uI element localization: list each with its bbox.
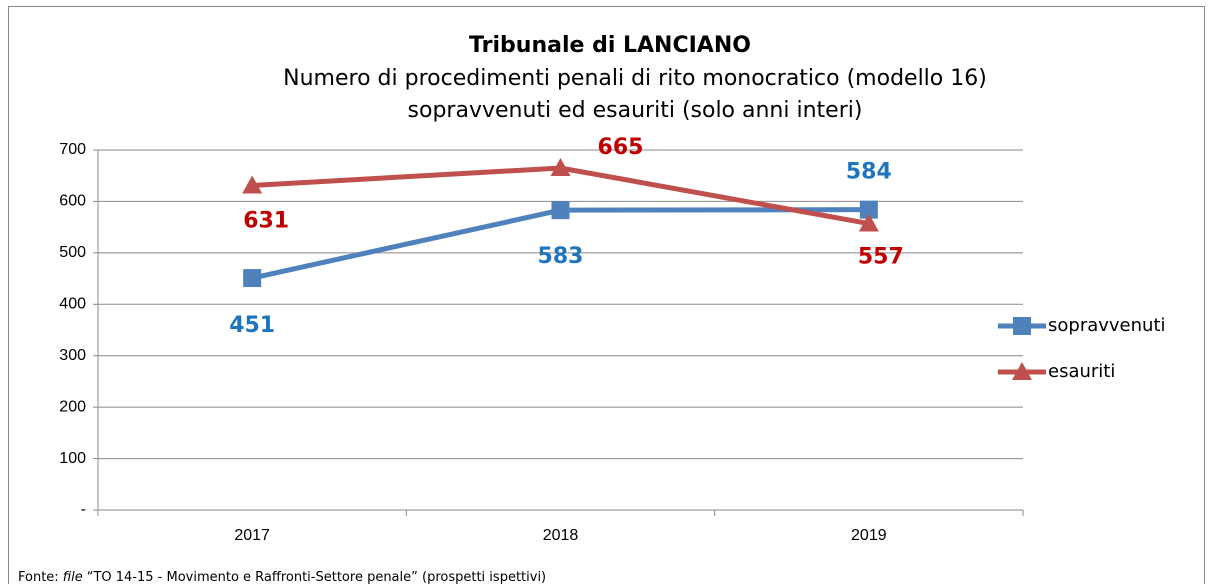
legend-label: esauriti bbox=[1048, 361, 1115, 382]
y-tick-label: 500 bbox=[59, 244, 86, 261]
y-tick-label: 200 bbox=[59, 398, 86, 415]
data-label: 451 bbox=[229, 313, 275, 338]
marker bbox=[1013, 317, 1031, 335]
y-tick-label: 600 bbox=[59, 193, 86, 210]
data-label: 557 bbox=[858, 245, 904, 270]
marker bbox=[859, 200, 878, 219]
data-label: 584 bbox=[846, 160, 892, 185]
source-text: “TO 14-15 - Movimento e Raffronti-Settor… bbox=[87, 570, 546, 584]
marker bbox=[243, 269, 262, 288]
source-note: Fonte: file “TO 14-15 - Movimento e Raffro… bbox=[18, 570, 546, 584]
y-tick-label: 700 bbox=[59, 141, 86, 158]
data-label: 665 bbox=[598, 135, 644, 160]
y-tick-label: 300 bbox=[59, 347, 86, 364]
chart-title: Tribunale di LANCIANO bbox=[469, 33, 751, 58]
y-tick-label: 400 bbox=[59, 296, 86, 313]
data-label: 631 bbox=[243, 208, 289, 233]
marker bbox=[242, 175, 263, 194]
source-prefix: Fonte: bbox=[18, 570, 59, 584]
y-tick-label: 100 bbox=[59, 450, 86, 467]
legend-label: sopravvenuti bbox=[1048, 315, 1166, 336]
x-tick-label: 2018 bbox=[543, 527, 579, 544]
chart-border bbox=[8, 6, 1205, 584]
x-tick-label: 2017 bbox=[234, 527, 270, 544]
source-file: file bbox=[63, 570, 83, 584]
chart-subtitle: sopravvenuti ed esauriti (solo anni inte… bbox=[408, 98, 863, 123]
y-tick-label: - bbox=[81, 501, 86, 518]
marker bbox=[550, 158, 571, 176]
chart-subtitle: Numero di procedimenti penali di rito mo… bbox=[283, 66, 987, 91]
marker bbox=[858, 213, 879, 232]
marker bbox=[1012, 362, 1032, 380]
x-tick-label: 2019 bbox=[851, 527, 887, 544]
marker bbox=[551, 201, 570, 220]
data-label: 583 bbox=[538, 244, 584, 269]
